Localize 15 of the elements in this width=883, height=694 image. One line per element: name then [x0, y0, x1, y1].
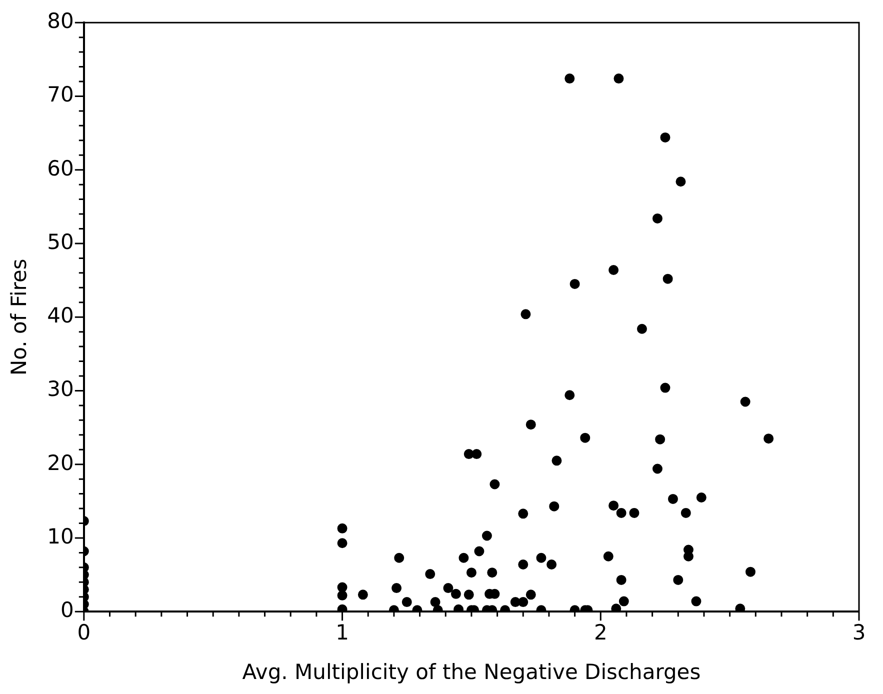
y-tick-label: 40 — [47, 304, 74, 328]
y-tick-label: 20 — [47, 450, 74, 475]
y-tick-label: 30 — [47, 377, 74, 402]
y-tick-label: 70 — [47, 82, 74, 107]
y-axis-title: No. of Fires — [7, 258, 32, 376]
y-tick-label: 0 — [60, 598, 74, 622]
y-tick-label: 10 — [47, 524, 74, 548]
x-tick-label: 3 — [852, 620, 866, 645]
x-axis-title: Avg. Multiplicity of the Negative Discharges — [242, 660, 701, 684]
y-tick-label: 80 — [47, 9, 74, 34]
y-tick-label: 50 — [47, 230, 74, 254]
x-tick-label: 1 — [336, 620, 349, 645]
y-tick-label: 60 — [47, 156, 74, 180]
x-tick-label: 2 — [594, 620, 608, 645]
x-tick-label: 0 — [77, 620, 91, 645]
